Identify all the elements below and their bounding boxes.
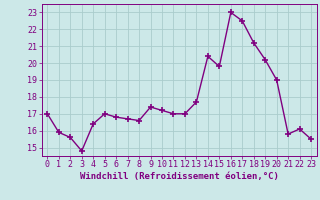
X-axis label: Windchill (Refroidissement éolien,°C): Windchill (Refroidissement éolien,°C)	[80, 172, 279, 181]
